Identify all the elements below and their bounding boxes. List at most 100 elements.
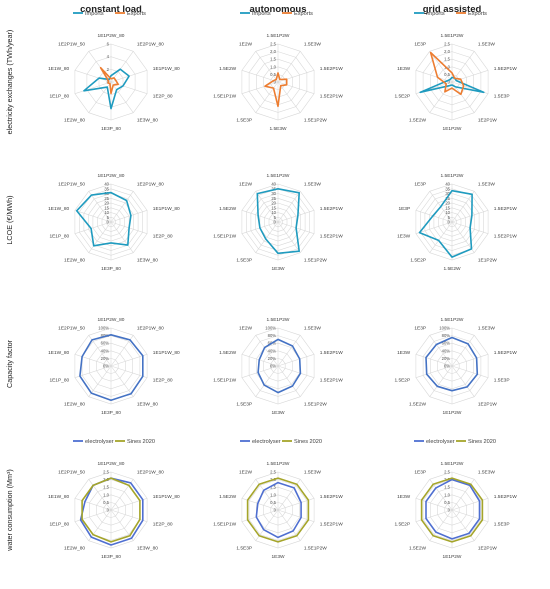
- category-label: 1E1P2W: [478, 258, 497, 264]
- category-label: 1E3P_80: [101, 126, 121, 132]
- spoke-line: [110, 210, 148, 223]
- tick-label: 5: [448, 215, 451, 220]
- spoke-line: [88, 191, 112, 223]
- category-label: 1.5E2P1W: [494, 206, 517, 212]
- spoke-line: [110, 498, 148, 511]
- spoke-line: [451, 70, 489, 83]
- series-line: [79, 333, 144, 402]
- radar-chart-0-0: 02461E1P2W_801E2P1W_801E1P1W_801E2P_801E…: [48, 11, 180, 132]
- category-label: 1.5E2W: [219, 350, 237, 356]
- tick-label: 20%: [268, 356, 277, 361]
- category-label: 1E2W_80: [64, 546, 85, 552]
- category-label: 1.5E1P2W: [441, 33, 464, 39]
- category-label: 1E2W_80: [64, 118, 85, 124]
- category-label: 1.5E2P: [410, 258, 426, 264]
- category-label: 1E3W_80: [137, 258, 158, 264]
- category-label: 1E2W: [239, 469, 253, 475]
- category-label: 1E2P_80: [153, 377, 173, 383]
- category-label: 1E1W_80: [48, 494, 69, 500]
- spoke-line: [277, 51, 301, 83]
- category-label: 1.5E2P1W: [494, 350, 517, 356]
- spoke-line: [255, 335, 279, 367]
- tick-label: 100%: [265, 326, 276, 331]
- category-label: 1.5E3P: [494, 93, 510, 99]
- spoke-line: [415, 210, 453, 223]
- series-line: [256, 188, 301, 255]
- tick-label: 15: [271, 205, 276, 210]
- category-label: 1.5E2P1W: [320, 494, 343, 500]
- category-label: 1E1P2W: [443, 554, 462, 560]
- tick-label: 0%: [444, 364, 450, 369]
- tick-label: 1.5: [103, 485, 109, 490]
- tick-label: 15: [445, 205, 450, 210]
- column-title-autonomous: autonomous: [250, 4, 307, 15]
- spoke-line: [277, 81, 301, 113]
- tick-label: 20: [445, 201, 450, 206]
- spoke-line: [241, 365, 279, 378]
- category-label: 1E2P1W_80: [137, 41, 164, 47]
- spoke-line: [88, 221, 112, 253]
- category-label: 1E3P: [414, 469, 426, 475]
- category-label: 1E3W: [397, 494, 411, 500]
- tick-label: 100%: [98, 326, 109, 331]
- tick-label: 60%: [442, 341, 451, 346]
- category-label: 1.5E2W: [219, 66, 237, 72]
- tick-label: 0.5: [444, 500, 450, 505]
- radar-chart-0-1: 0 0.5 1.0 1.5 2.0 2.5 1.5E1P2W 1.5E3W 1.5E2P1W 1.…: [213, 11, 343, 132]
- series-line: [429, 51, 465, 96]
- category-label: 1.5E2W: [409, 118, 427, 124]
- category-label: 1E1P2W_80: [98, 173, 125, 179]
- category-label: 1.5E1P2W: [441, 173, 464, 179]
- category-label: 1.5E3W: [304, 41, 322, 47]
- category-label: 1E1W_80: [48, 206, 69, 212]
- category-label: 1.5E3P: [236, 258, 252, 264]
- category-label: 1.5E2P1W: [494, 494, 517, 500]
- tick-label: 25: [271, 196, 276, 201]
- category-label: 1.5E2P1W: [320, 233, 343, 239]
- legend-label: Exports: [127, 11, 146, 17]
- tick-label: 2.0: [270, 49, 276, 54]
- series-line: [255, 481, 302, 539]
- spoke-line: [255, 81, 279, 113]
- tick-label: 30: [445, 191, 450, 196]
- tick-label: 0: [448, 508, 451, 513]
- spoke-line: [110, 365, 134, 397]
- tick-label: 40%: [268, 348, 277, 353]
- tick-label: 1.5: [270, 485, 276, 490]
- tick-label: 1.0: [103, 492, 109, 497]
- category-label: 1.5E1P2W: [267, 173, 290, 179]
- series-line: [420, 477, 484, 543]
- category-label: 1E2P1W_50: [58, 41, 85, 47]
- category-label: 1E3W_80: [137, 546, 158, 552]
- legend-label: Imports: [252, 11, 271, 17]
- category-label: 1.5E2P1W: [320, 350, 343, 356]
- tick-label: 2.5: [444, 470, 450, 475]
- tick-label: 1.0: [444, 64, 450, 69]
- radar-chart-1-0: 05101520253035401E1P2W_801E2P1W_801E1P1W…: [48, 173, 180, 272]
- category-label: 1.5E1P1W: [213, 233, 236, 239]
- spoke-line: [451, 191, 475, 223]
- series-line: [246, 477, 310, 543]
- category-label: 1E2P1W_50: [58, 325, 85, 331]
- category-label: 1E3P: [414, 41, 426, 47]
- spoke-line: [415, 354, 453, 367]
- spoke-line: [451, 335, 475, 367]
- category-label: 1.5E3P: [236, 402, 252, 408]
- category-label: 1.5E2P1W: [494, 233, 517, 239]
- legend-label: Sines 2020: [468, 439, 496, 445]
- spoke-line: [415, 221, 453, 234]
- tick-label: 10: [271, 210, 276, 215]
- legend-label: Imports: [85, 11, 104, 17]
- tick-label: 100%: [439, 326, 450, 331]
- category-label: 1E2P_80: [153, 233, 173, 239]
- radar-chart-2-2: 0% 20% 40% 60% 80% 100% 1.5E1P2W 1.5E3W 1.5E2P1W…: [394, 317, 517, 416]
- legend-label: electrolyser: [85, 439, 114, 445]
- tick-label: 5: [107, 215, 110, 220]
- category-label: 1.5E3W: [478, 325, 496, 331]
- spoke-line: [277, 191, 301, 223]
- category-label: 1E1P_80: [49, 93, 69, 99]
- legend-label: electrolyser: [252, 439, 281, 445]
- row-label-capacity-factor: Capacity factor: [5, 339, 14, 388]
- tick-label: 35: [445, 186, 450, 191]
- category-label: 1.5E2P: [394, 521, 410, 527]
